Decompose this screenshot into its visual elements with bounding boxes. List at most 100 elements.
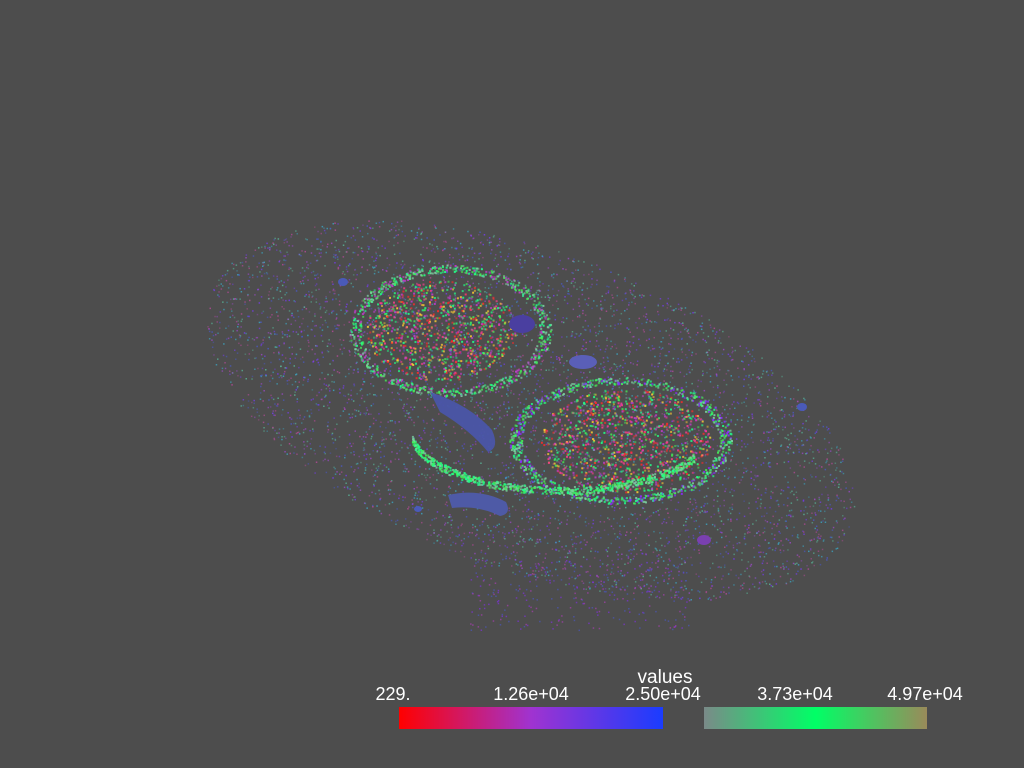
point [335, 239, 337, 242]
point [426, 538, 428, 541]
point [720, 342, 722, 344]
point [515, 531, 518, 534]
point [677, 509, 679, 511]
point [762, 569, 765, 571]
point [778, 452, 780, 454]
point [826, 429, 829, 431]
point [719, 433, 722, 436]
point [574, 281, 576, 284]
point [626, 441, 628, 443]
point [573, 286, 575, 289]
point [378, 413, 380, 415]
point [441, 329, 444, 331]
point [349, 263, 351, 265]
point [697, 439, 700, 441]
point [399, 398, 401, 401]
point [661, 522, 663, 525]
point [813, 437, 815, 439]
point [211, 322, 213, 325]
point [632, 547, 635, 550]
point [759, 555, 761, 558]
point [784, 396, 786, 399]
point [670, 487, 672, 489]
point [493, 428, 496, 430]
point [580, 371, 582, 373]
point [463, 462, 465, 465]
point [363, 449, 366, 451]
point [404, 442, 406, 445]
point [772, 560, 775, 562]
point [406, 398, 409, 400]
point [444, 231, 447, 233]
point [245, 261, 247, 263]
point [599, 521, 602, 523]
point [433, 224, 436, 227]
point [455, 278, 458, 280]
point [256, 345, 258, 348]
point [522, 314, 524, 316]
point [747, 457, 749, 460]
point [748, 416, 750, 419]
point [642, 464, 645, 466]
point [286, 380, 289, 382]
point [678, 574, 680, 576]
point [474, 352, 476, 355]
point [730, 518, 732, 521]
point [314, 274, 316, 277]
point [731, 358, 733, 361]
point [601, 330, 603, 333]
point [580, 534, 582, 537]
point [321, 324, 324, 326]
point [342, 271, 344, 273]
point [313, 449, 316, 452]
point [725, 551, 727, 553]
point [663, 518, 666, 520]
point [524, 252, 527, 254]
point [529, 438, 531, 440]
point [688, 592, 691, 594]
point [613, 500, 615, 503]
point [693, 520, 695, 523]
point [461, 360, 464, 362]
point [691, 503, 694, 506]
point [619, 319, 621, 321]
point [659, 392, 661, 395]
point [741, 402, 743, 404]
point [332, 223, 334, 225]
point [605, 549, 607, 551]
point [398, 450, 401, 452]
point [376, 476, 379, 478]
point [337, 248, 340, 251]
point [751, 417, 754, 419]
point [591, 405, 593, 408]
point [425, 499, 427, 501]
point [269, 249, 271, 251]
point [612, 297, 614, 299]
point [325, 297, 327, 300]
point [350, 282, 352, 285]
point [723, 566, 726, 568]
point [843, 506, 845, 509]
point [530, 253, 533, 255]
point [768, 461, 770, 464]
point [809, 448, 811, 451]
point [535, 293, 538, 295]
point [539, 281, 541, 283]
point [742, 493, 744, 495]
point [406, 446, 409, 449]
point [572, 280, 574, 282]
point [573, 285, 575, 287]
point [787, 572, 789, 575]
point [664, 545, 666, 547]
point [729, 491, 731, 493]
point [451, 519, 453, 521]
point [794, 435, 796, 437]
point [567, 290, 570, 292]
point [767, 374, 770, 376]
point [627, 435, 629, 438]
point [280, 375, 282, 377]
point [720, 566, 722, 569]
point [552, 457, 554, 459]
point [532, 427, 534, 429]
